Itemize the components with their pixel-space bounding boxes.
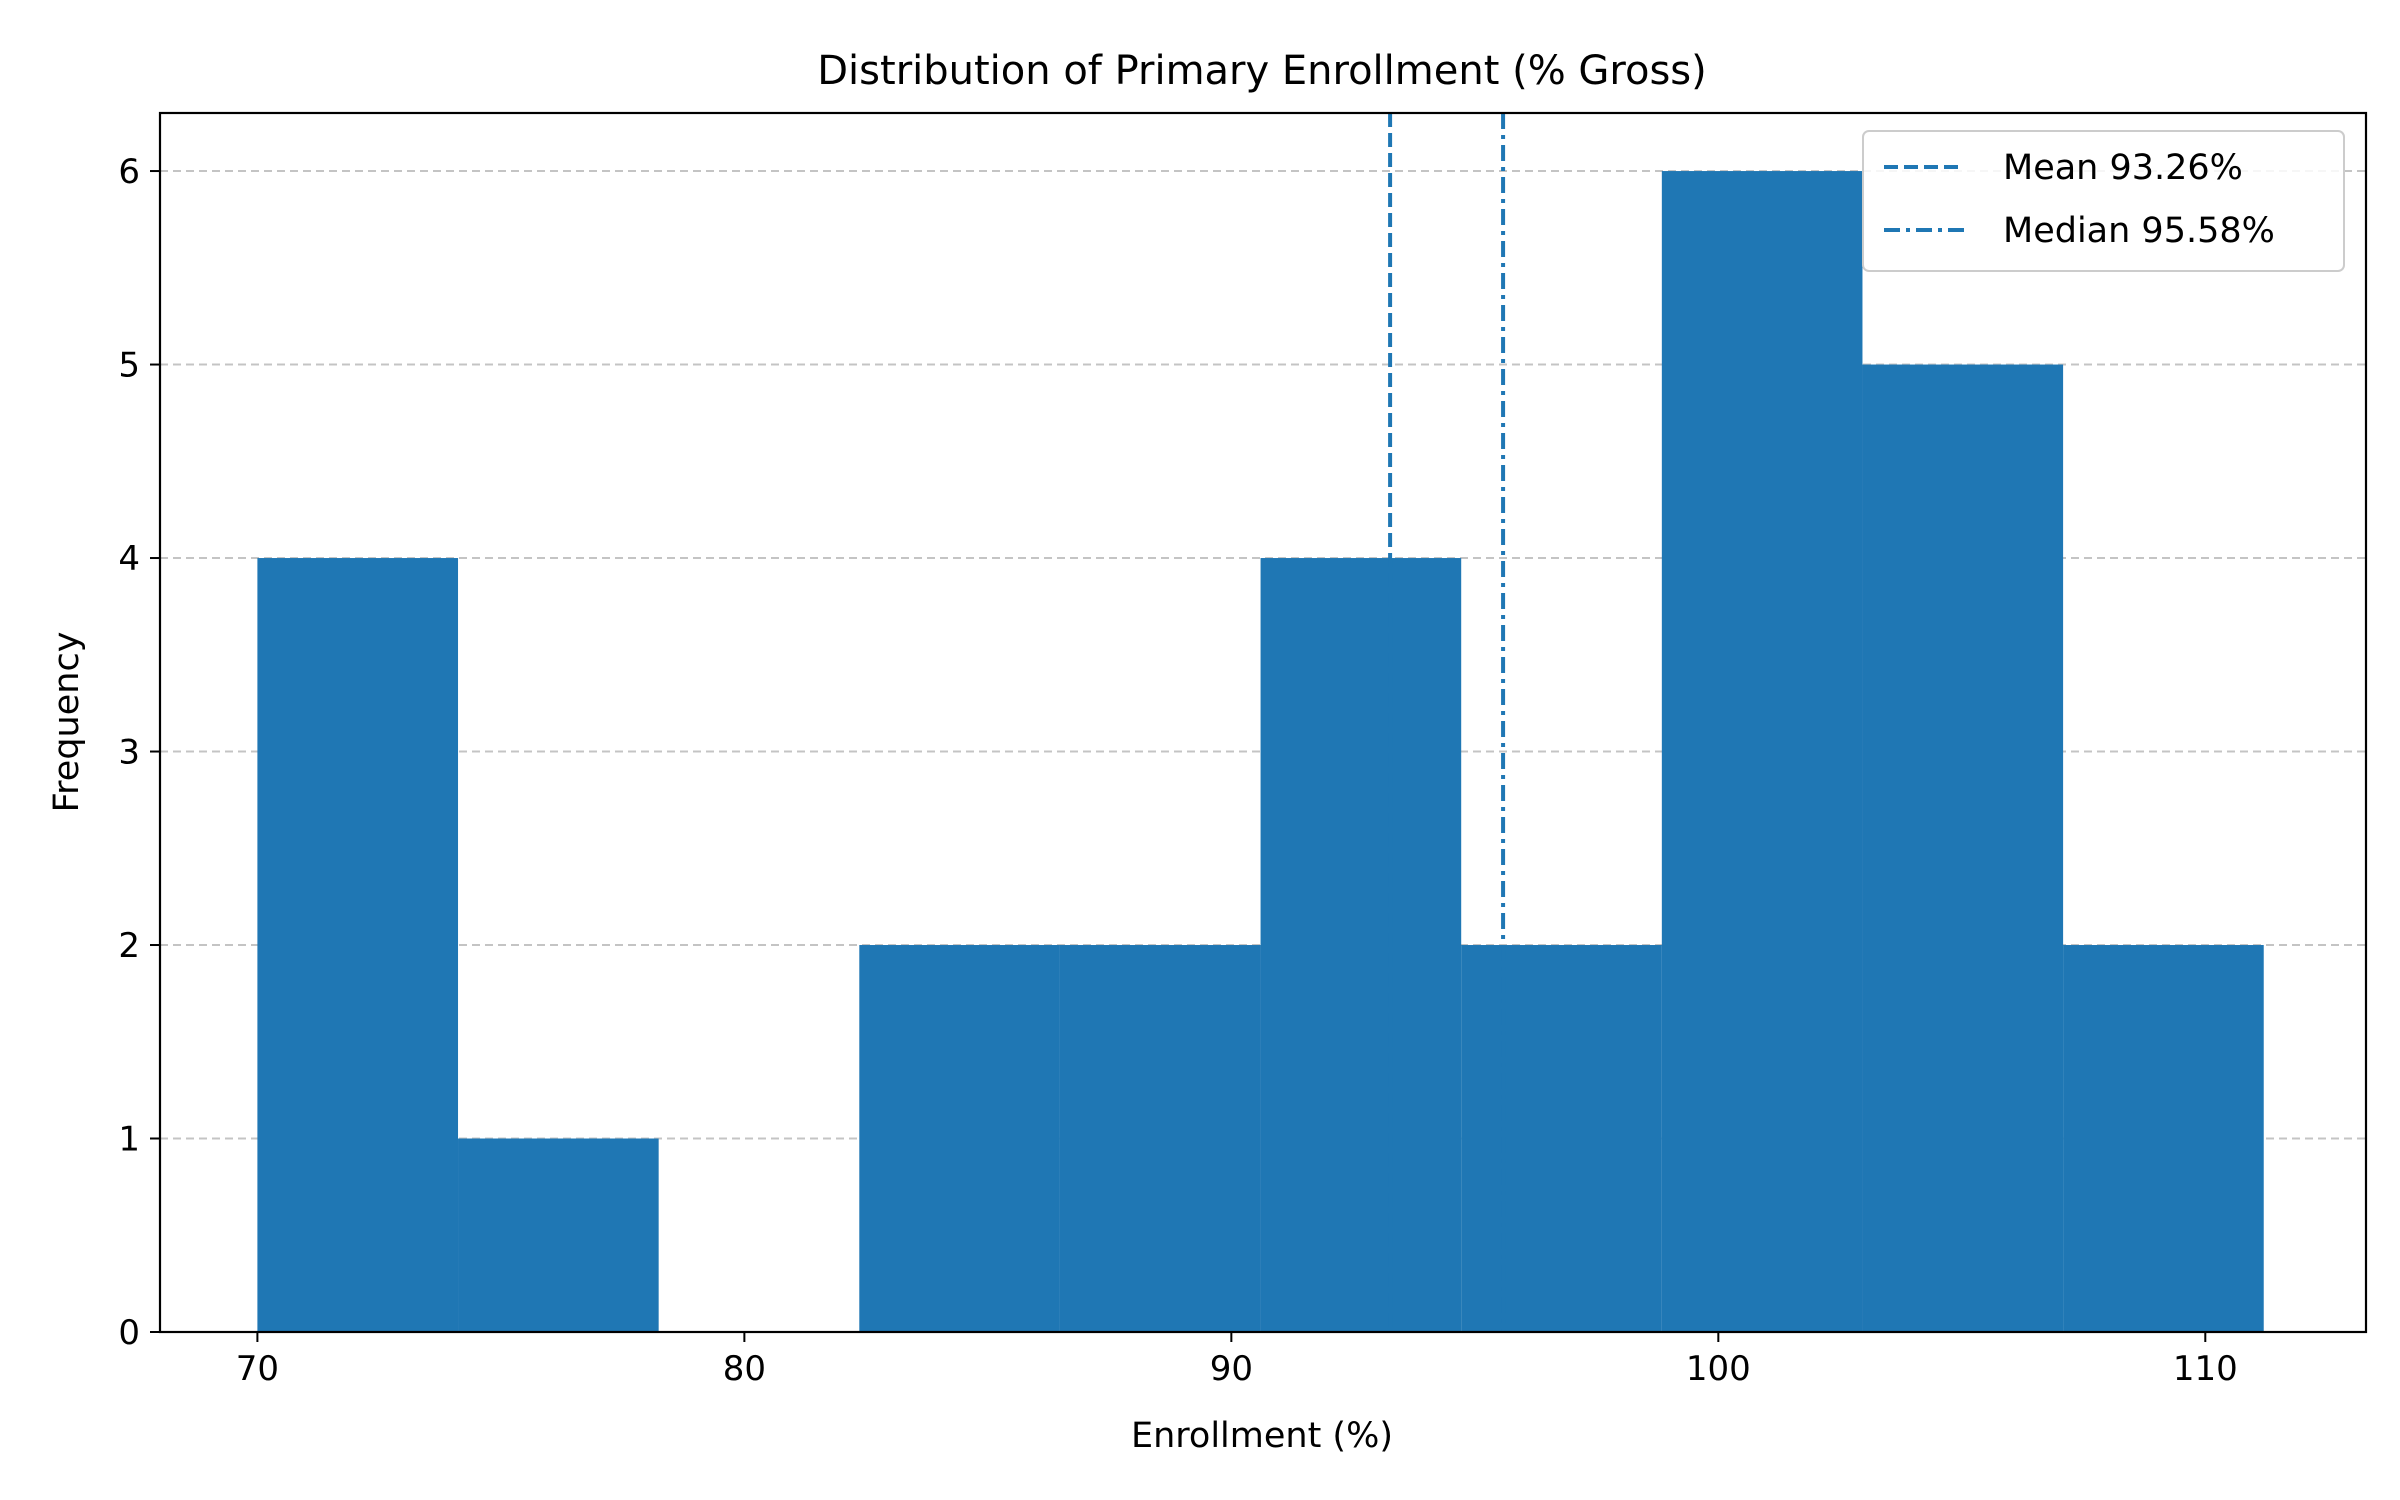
histogram-bar-8 bbox=[1661, 171, 1863, 1333]
histogram-bar-6 bbox=[1260, 558, 1462, 1332]
y-tick-label-1: 1 bbox=[118, 1120, 140, 1160]
x-tick-label-90: 90 bbox=[1210, 1349, 1253, 1389]
chart-title: Distribution of Primary Enrollment (% Gr… bbox=[817, 48, 1707, 94]
y-axis-label: Frequency bbox=[47, 632, 87, 813]
histogram-bar-9 bbox=[1862, 364, 2064, 1332]
y-tick-label-2: 2 bbox=[118, 926, 140, 966]
x-axis-ticks: 70 80 90 100 110 bbox=[236, 1332, 2238, 1389]
chart-legend: Mean 93.26% Median 95.58% bbox=[1862, 130, 2345, 272]
legend-label-median: Median 95.58% bbox=[2003, 211, 2275, 251]
histogram-bar-10 bbox=[2063, 945, 2264, 1332]
y-tick-label-0: 0 bbox=[118, 1313, 140, 1353]
x-tick-label-70: 70 bbox=[236, 1349, 279, 1389]
legend-box bbox=[1862, 130, 2345, 272]
histogram-bar-1 bbox=[257, 558, 459, 1332]
y-tick-label-4: 4 bbox=[118, 539, 140, 579]
x-tick-label-80: 80 bbox=[723, 1349, 766, 1389]
x-axis-label: Enrollment (%) bbox=[1131, 1416, 1393, 1456]
histogram-bar-2 bbox=[458, 1138, 659, 1332]
plot-frame bbox=[158, 111, 2368, 1334]
y-tick-label-5: 5 bbox=[118, 346, 140, 386]
histogram-bar-7 bbox=[1461, 945, 1662, 1332]
legend-label-mean: Mean 93.26% bbox=[2003, 148, 2243, 188]
histogram-bar-5 bbox=[1059, 945, 1261, 1332]
y-tick-label-3: 3 bbox=[118, 733, 140, 773]
histogram-bar-4 bbox=[859, 945, 1060, 1332]
y-tick-label-6: 6 bbox=[118, 152, 140, 192]
reference-lines bbox=[1388, 113, 1506, 1332]
y-axis-ticks: 0 1 2 3 4 5 6 bbox=[118, 152, 160, 1353]
histogram-bars bbox=[257, 171, 2264, 1333]
legend-entries: Mean 93.26% Median 95.58% bbox=[1884, 148, 2275, 251]
x-tick-label-110: 110 bbox=[2173, 1349, 2238, 1389]
x-tick-label-100: 100 bbox=[1686, 1349, 1751, 1389]
